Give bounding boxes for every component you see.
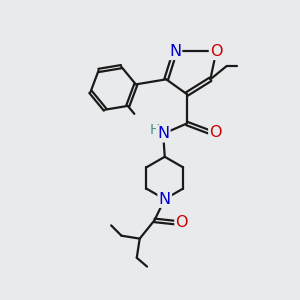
Text: O: O [209,125,222,140]
Text: N: N [157,126,169,141]
Text: O: O [210,44,223,59]
Text: N: N [159,192,171,207]
Text: H: H [150,123,160,137]
Text: O: O [176,215,188,230]
Text: N: N [169,44,181,59]
